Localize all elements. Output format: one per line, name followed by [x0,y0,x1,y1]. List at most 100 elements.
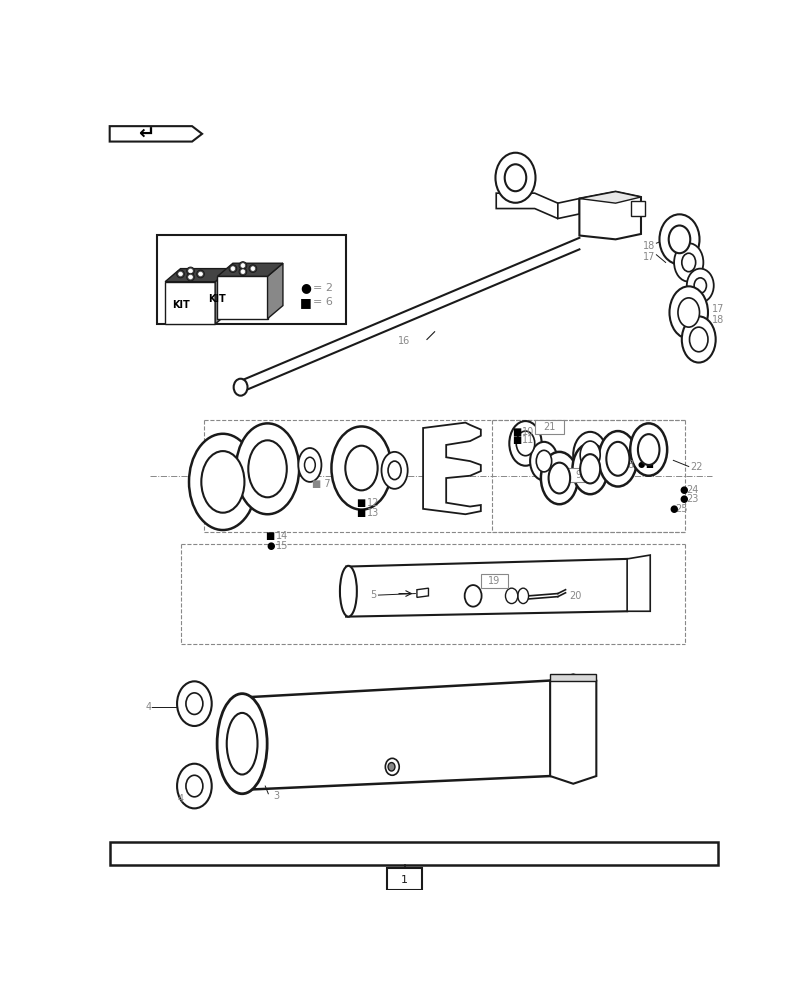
Polygon shape [550,674,595,784]
Text: ●: ● [637,460,645,469]
Polygon shape [496,193,557,219]
Ellipse shape [681,316,714,363]
Ellipse shape [572,443,607,494]
Ellipse shape [345,446,377,490]
Text: ■: ■ [356,498,365,508]
Text: 5: 5 [370,590,376,600]
Text: 23: 23 [685,494,698,504]
Ellipse shape [573,432,607,478]
Text: = 6: = 6 [312,297,333,307]
Text: 19: 19 [487,576,500,586]
Polygon shape [267,263,282,319]
Ellipse shape [508,421,541,466]
Text: ■: ■ [356,508,365,518]
Polygon shape [416,588,428,597]
Text: 21: 21 [543,422,555,432]
Bar [480,574,507,588]
Ellipse shape [681,253,695,272]
Ellipse shape [177,270,184,278]
Text: 15: 15 [276,541,288,551]
Ellipse shape [504,164,526,191]
Text: 14: 14 [276,531,288,541]
Ellipse shape [186,693,203,714]
Ellipse shape [186,775,203,797]
Text: ●: ● [299,281,311,294]
Ellipse shape [689,327,707,352]
Ellipse shape [187,273,194,281]
Polygon shape [217,263,282,276]
Ellipse shape [637,434,659,465]
Text: 13: 13 [367,508,379,518]
Text: ■: ■ [512,427,521,437]
Polygon shape [217,276,267,319]
Text: 1: 1 [401,875,408,885]
Ellipse shape [673,243,702,282]
Ellipse shape [464,585,481,607]
Text: 4: 4 [145,702,151,712]
Ellipse shape [188,275,192,279]
Ellipse shape [388,461,401,480]
Ellipse shape [241,270,245,274]
Ellipse shape [298,448,321,482]
Ellipse shape [238,262,247,269]
Polygon shape [579,192,640,203]
Text: 4: 4 [178,794,183,804]
Polygon shape [423,423,480,514]
Polygon shape [165,282,215,324]
Ellipse shape [606,442,629,476]
Text: 22: 22 [689,462,702,472]
Bar [564,468,592,482]
Ellipse shape [199,272,202,276]
Text: 18: 18 [711,315,723,325]
Ellipse shape [677,298,698,327]
Ellipse shape [229,265,237,272]
Polygon shape [557,199,579,219]
Text: 18: 18 [642,241,654,251]
Ellipse shape [249,265,256,272]
Polygon shape [626,555,650,611]
Ellipse shape [241,264,245,267]
Ellipse shape [178,272,182,276]
Ellipse shape [230,267,234,271]
Ellipse shape [495,153,534,203]
Bar [109,842,717,865]
Ellipse shape [201,451,244,513]
Polygon shape [109,126,202,142]
Text: 8: 8 [626,460,633,470]
Ellipse shape [535,450,551,472]
Ellipse shape [177,764,212,808]
Text: 25: 25 [675,504,687,514]
Text: ↵: ↵ [138,124,154,143]
Text: 17: 17 [642,252,654,262]
Text: ●: ● [668,504,677,514]
Bar [534,420,564,434]
Ellipse shape [236,423,298,514]
Ellipse shape [517,588,528,604]
Polygon shape [215,269,230,324]
Text: 11: 11 [521,435,534,445]
Ellipse shape [388,763,394,771]
Ellipse shape [217,694,267,794]
Ellipse shape [385,758,399,775]
Ellipse shape [659,214,698,264]
Ellipse shape [668,286,707,339]
Text: ■ 7: ■ 7 [311,479,330,489]
Ellipse shape [504,588,517,604]
Ellipse shape [331,426,391,510]
Ellipse shape [238,268,247,276]
Text: KIT: KIT [208,294,226,304]
Ellipse shape [248,440,286,497]
Text: ■: ■ [299,296,311,309]
Text: KIT: KIT [171,300,189,310]
Bar [630,201,644,216]
Ellipse shape [629,423,667,476]
Ellipse shape [686,269,713,302]
Ellipse shape [196,270,204,278]
Bar [386,868,422,890]
Ellipse shape [579,454,599,483]
Ellipse shape [530,442,557,480]
Text: ●: ● [679,485,687,495]
Ellipse shape [598,431,637,487]
Text: 3: 3 [272,791,279,801]
Ellipse shape [548,463,569,493]
